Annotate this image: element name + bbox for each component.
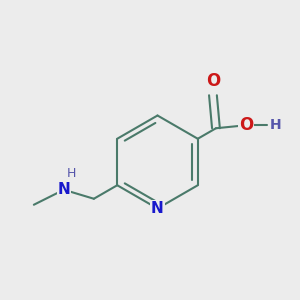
Text: O: O bbox=[206, 72, 220, 90]
Text: H: H bbox=[270, 118, 282, 132]
Text: N: N bbox=[151, 201, 164, 216]
Text: N: N bbox=[58, 182, 70, 197]
Text: H: H bbox=[67, 167, 76, 180]
Text: O: O bbox=[239, 116, 253, 134]
